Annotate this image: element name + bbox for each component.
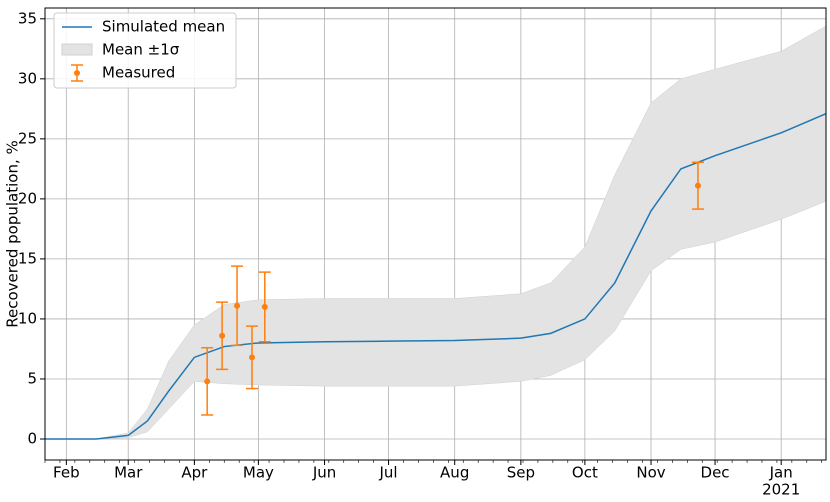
y-tick-label: 30: [18, 69, 37, 87]
x-tick-label: Jun: [312, 464, 336, 482]
point: [204, 378, 211, 385]
point: [234, 302, 241, 309]
y-tick-label: 15: [18, 249, 37, 267]
x-tick-label: Apr: [181, 464, 208, 482]
x-tick-label: Mar: [114, 464, 143, 482]
y-tick-label: 10: [18, 309, 37, 327]
point: [219, 332, 226, 339]
legend-label: Mean ±1σ: [102, 41, 180, 59]
y-tick-label: 20: [18, 189, 37, 207]
y-axis-label: Recovered population, %: [4, 140, 22, 327]
x-tick-label: Nov: [636, 464, 665, 482]
x-tick-label: Jan: [769, 464, 793, 482]
x-tick-label: Dec: [701, 464, 730, 482]
x-tick-label: Jul: [378, 464, 397, 482]
legend-swatch: [61, 43, 93, 56]
x-tick-label: Feb: [53, 464, 80, 482]
point: [694, 182, 701, 189]
x-tick-label: Oct: [572, 464, 598, 482]
y-tick-label: 0: [27, 429, 37, 447]
x-tick-sublabel: 2021: [762, 481, 800, 499]
y-tick-label: 25: [18, 129, 37, 147]
x-tick-label: Sep: [507, 464, 535, 482]
x-tick-label: May: [243, 464, 274, 482]
plot-frame: [44, 7, 827, 461]
y-tick-label: 5: [27, 369, 37, 387]
legend-swatch: [74, 70, 80, 76]
x-tick-label: Aug: [440, 464, 469, 482]
legend-label: Simulated mean: [102, 18, 225, 36]
point: [261, 303, 268, 310]
legend-label: Measured: [102, 64, 175, 82]
legend-box: [53, 12, 237, 89]
point: [248, 354, 255, 361]
line: [45, 112, 827, 440]
y-tick-label: 35: [18, 9, 37, 27]
